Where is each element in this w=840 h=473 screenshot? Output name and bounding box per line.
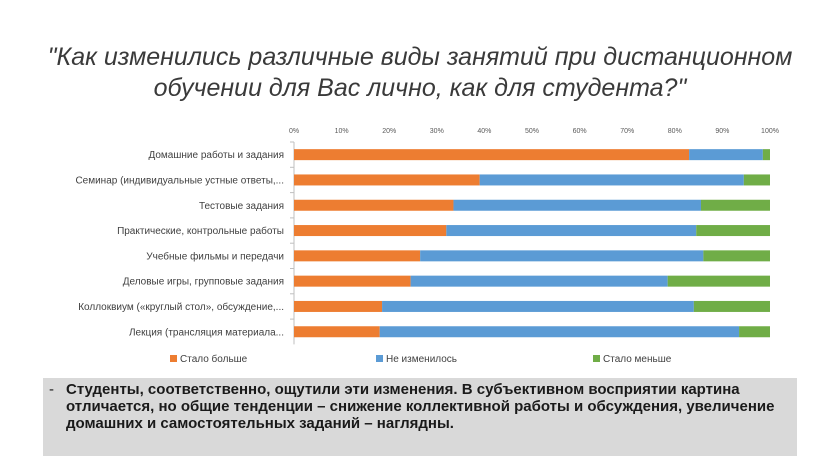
category-label: Учебные фильмы и передачи [146, 250, 284, 262]
bar-segment [689, 149, 763, 161]
bar-segment [446, 225, 697, 237]
x-tick-label: 60% [573, 128, 587, 135]
bar-segment [294, 225, 447, 237]
bar-segment [479, 174, 744, 186]
legend-label: Стало больше [180, 353, 248, 365]
legend-swatch [170, 355, 177, 362]
bar-segment [294, 326, 380, 338]
bar-segment [739, 326, 770, 338]
legend-swatch [376, 355, 383, 362]
bar-segment [703, 250, 770, 262]
note-box [43, 378, 797, 456]
bar-segment [420, 250, 704, 262]
category-label: Деловые игры, групповые задания [123, 277, 284, 288]
category-label: Практические, контрольные работы [117, 225, 284, 237]
bar-segment [294, 199, 454, 211]
bar-segment [294, 275, 411, 287]
bar-segment [294, 149, 690, 161]
bar-segment [700, 199, 770, 211]
x-tick-label: 10% [335, 128, 349, 135]
x-tick-label: 100% [761, 128, 779, 135]
bar-segment [453, 199, 701, 211]
x-tick-label: 0% [289, 128, 299, 135]
bar-segment [410, 275, 668, 287]
slide-title: "Как изменились различные виды занятий п… [20, 42, 820, 104]
bar-segment [762, 149, 770, 161]
x-tick-label: 30% [430, 128, 444, 135]
x-tick-label: 50% [525, 128, 539, 135]
note-text: Студенты, соответственно, ощутили эти из… [66, 381, 775, 432]
category-label: Тестовые задания [199, 201, 284, 212]
bar-segment [379, 326, 740, 338]
note-bullet: - [49, 381, 54, 398]
legend-label: Не изменилось [386, 354, 457, 365]
bar-segment [382, 300, 694, 312]
category-label: Коллоквиум («круглый стол», обсуждение,.… [78, 301, 284, 313]
x-tick-label: 20% [382, 128, 396, 135]
x-tick-label: 40% [477, 128, 491, 135]
bar-segment [693, 300, 770, 312]
category-label: Домашние работы и задания [148, 149, 284, 161]
bar-segment [294, 174, 480, 186]
bar-segment [294, 250, 421, 262]
slide-title-line-1: "Как изменились различные виды занятий п… [47, 43, 793, 71]
legend-label: Стало меньше [603, 354, 672, 365]
bar-segment [294, 300, 383, 312]
x-tick-label: 90% [715, 128, 729, 135]
slide-title-line-2: обучении для Вас лично, как для студента… [153, 74, 687, 102]
legend-swatch [593, 355, 600, 362]
x-tick-label: 80% [668, 128, 682, 135]
x-tick-label: 70% [620, 128, 634, 135]
bar-segment [743, 174, 770, 186]
bar-segment [667, 275, 770, 287]
category-label: Семинар (индивидуальные устные ответы,..… [75, 175, 284, 186]
bar-segment [696, 225, 770, 237]
category-label: Лекция (трансляция материала... [129, 327, 284, 338]
